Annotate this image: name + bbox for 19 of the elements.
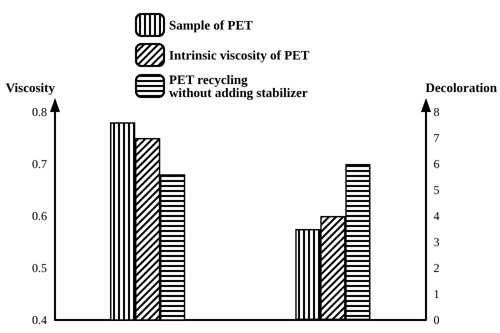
y-tick-label: 0.8 — [32, 105, 47, 119]
y2-tick-label: 3 — [434, 235, 440, 249]
y2-tick-label: 1 — [434, 287, 440, 301]
y-tick-label: 0.6 — [32, 209, 47, 223]
y2-tick-label: 2 — [434, 261, 440, 275]
legend-label: PET recycling without adding stabilizer — [169, 72, 308, 100]
legend-label: Intrinsic viscosity of PET — [169, 48, 310, 62]
y2-tick-label: 5 — [434, 183, 440, 197]
y2-tick-label: 0 — [434, 313, 440, 327]
y-tick-label: 0.5 — [32, 261, 47, 275]
legend-label: Sample of PET — [169, 18, 254, 32]
y-axis-title: Viscosity — [6, 80, 56, 95]
y2-tick-label: 6 — [434, 157, 440, 171]
y-tick-label: 0.4 — [32, 313, 47, 327]
y2-tick-label: 7 — [434, 131, 440, 145]
y2-tick-label: 4 — [434, 209, 440, 223]
y2-tick-label: 8 — [434, 105, 440, 119]
y2-axis-title: Decoloration — [426, 80, 498, 95]
y-tick-label: 0.7 — [32, 157, 47, 171]
